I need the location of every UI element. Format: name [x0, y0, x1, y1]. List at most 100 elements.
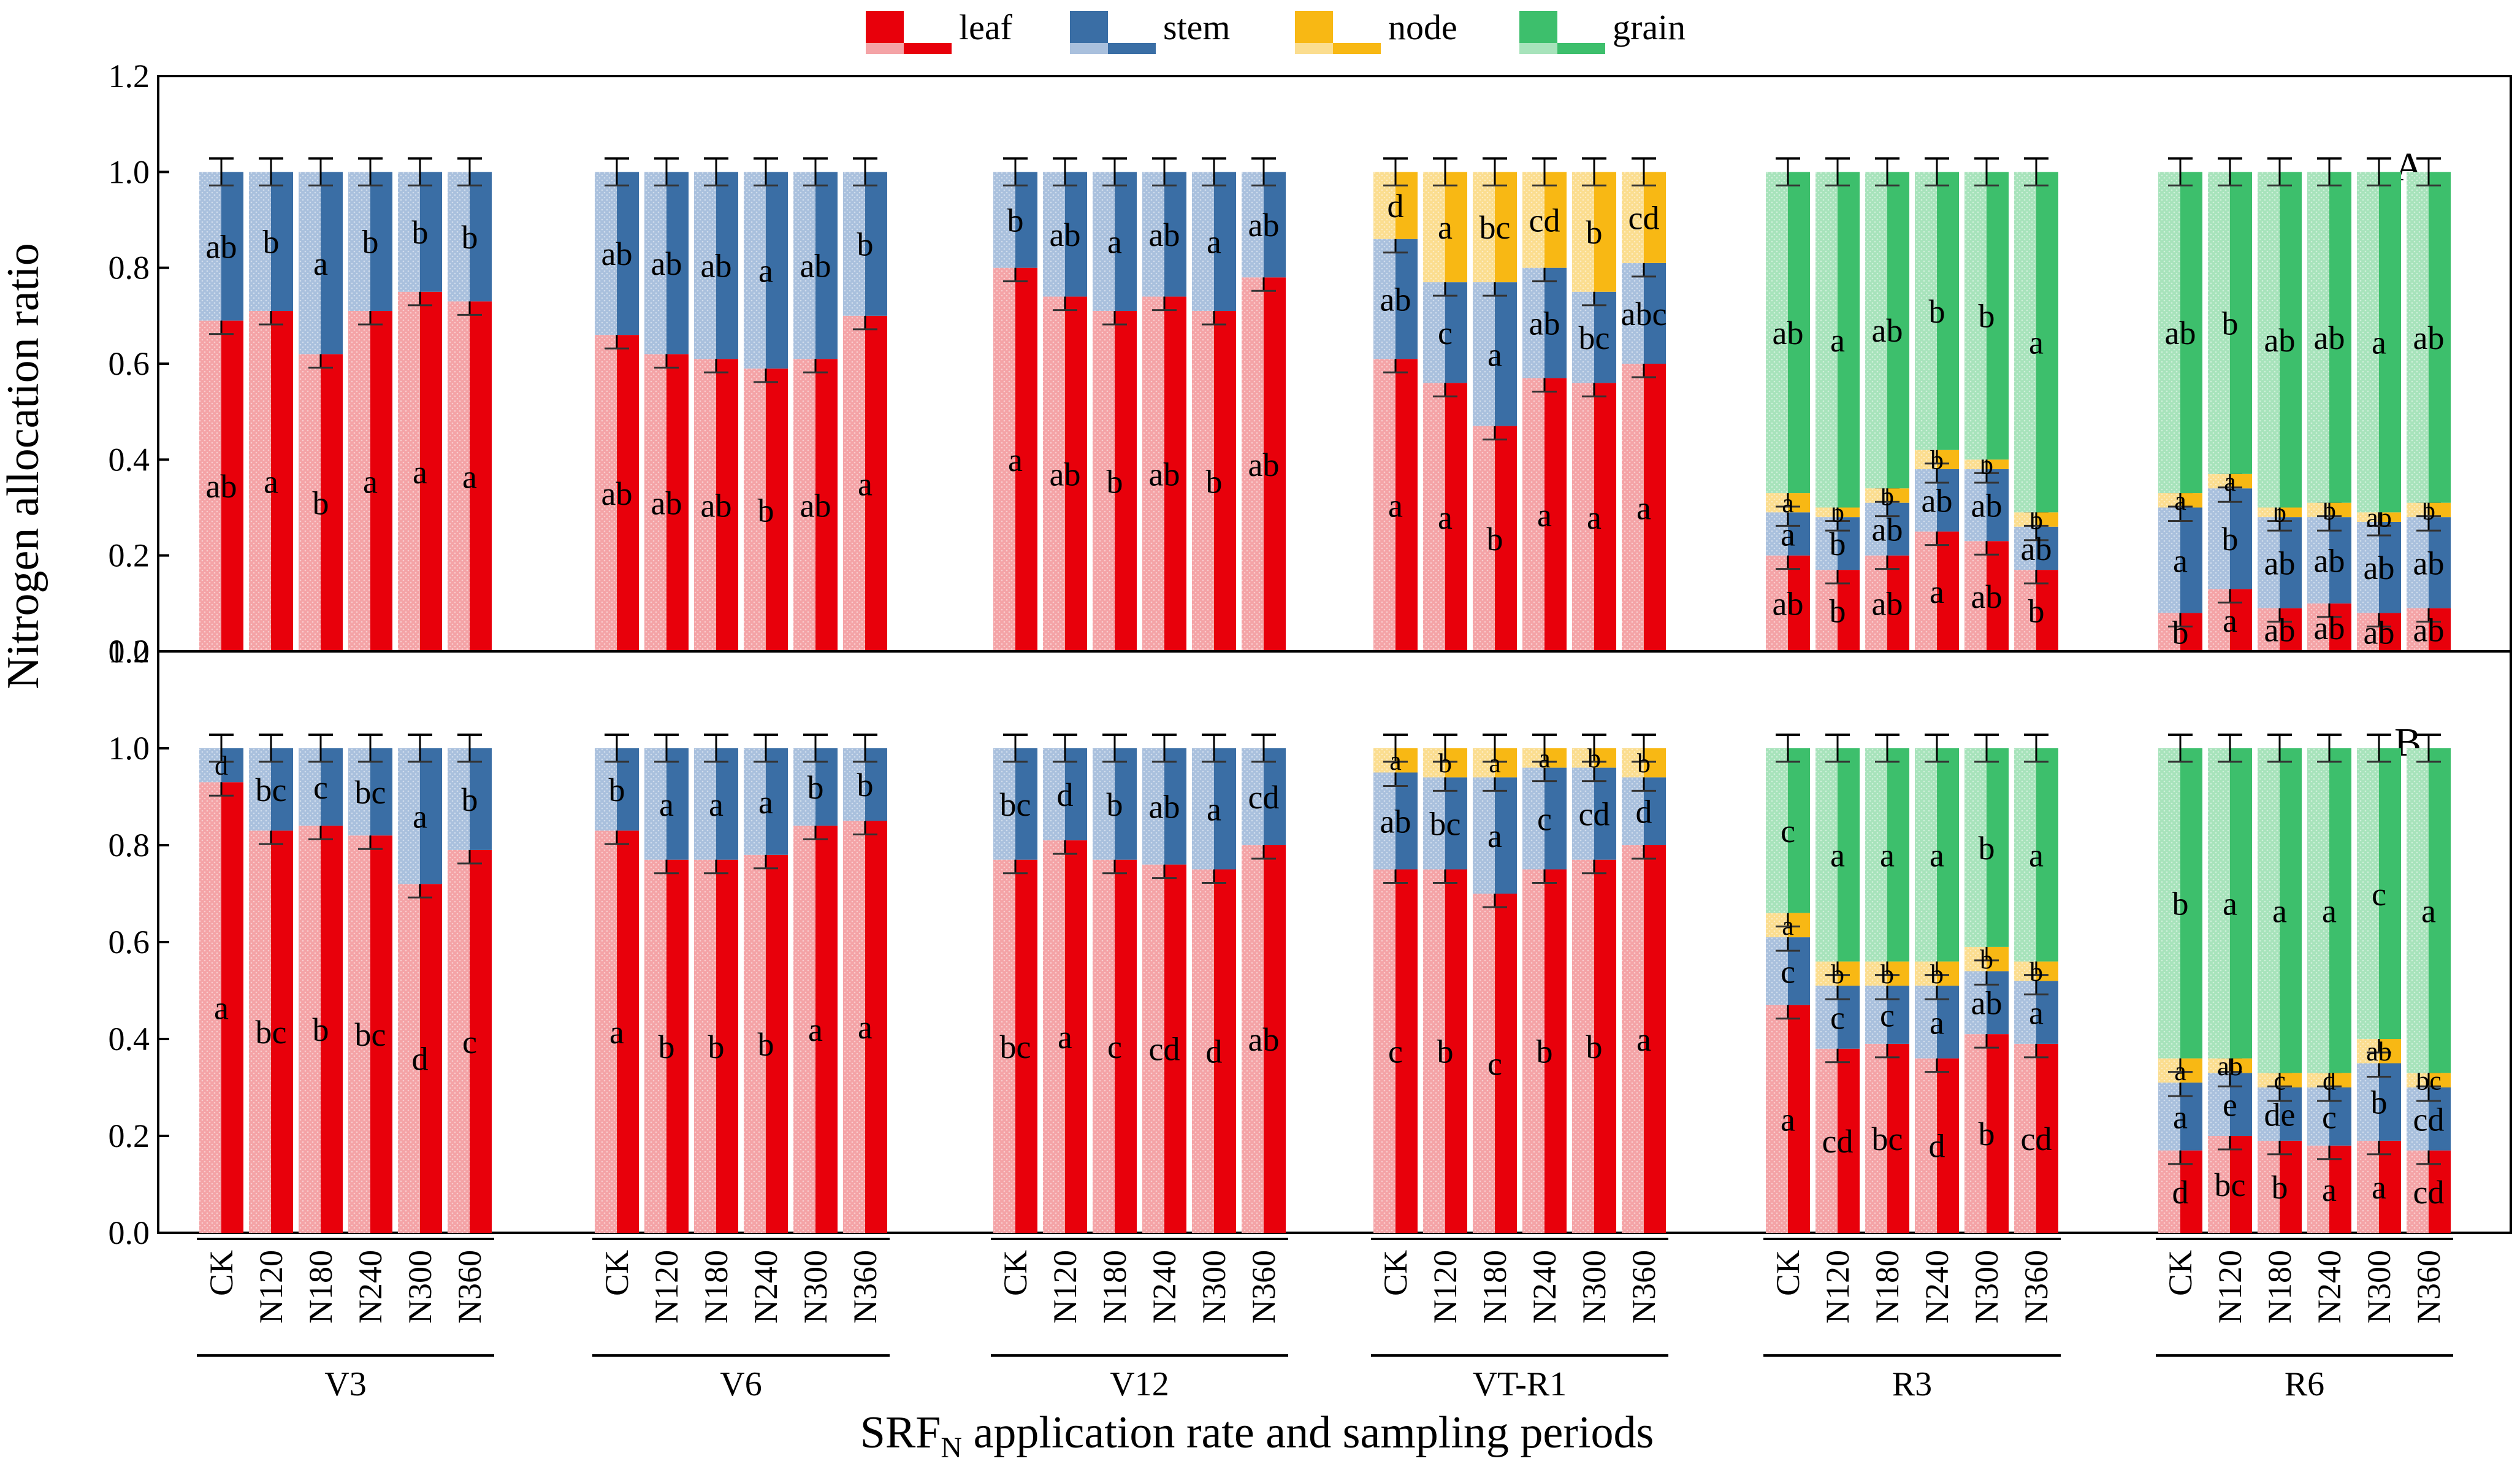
- bar-segment-leaf-texture: [1242, 277, 1264, 651]
- bar-segment-leaf: [2280, 1140, 2302, 1233]
- bar-segment-stem: [2280, 1087, 2302, 1141]
- bar-segment-leaf: [321, 826, 343, 1233]
- significance-letter-stem: a: [2029, 994, 2044, 1031]
- error-bar-grain: [1925, 157, 1949, 186]
- bar-segment-leaf-texture: [1964, 541, 1987, 651]
- bar-segment-leaf: [1015, 859, 1037, 1233]
- bar-segment-grain: [1788, 172, 1810, 494]
- significance-letter-leaf: d: [1206, 1033, 1223, 1070]
- significance-letter-leaf: a: [1930, 573, 1944, 610]
- bar-segment-node-texture: [2357, 1039, 2379, 1064]
- bar-segment-grain: [1987, 748, 2009, 947]
- y-tick-label: 0.0: [109, 1214, 150, 1251]
- error-bar-grain: [1776, 157, 1800, 186]
- bar-V6-N240: ba: [744, 157, 788, 651]
- significance-letter-grain: ab: [2413, 320, 2445, 356]
- error-bar-stem: [754, 157, 778, 186]
- significance-letter-stem: c: [1880, 997, 1895, 1033]
- bar-segment-stem-texture: [644, 172, 666, 355]
- error-bar-stem: [259, 734, 283, 763]
- significance-letter-leaf: a: [1008, 442, 1023, 478]
- bar-segment-leaf-texture: [2407, 608, 2429, 651]
- bar-segment-node-texture: [2407, 1073, 2429, 1087]
- bar-segment-stem-texture: [1423, 282, 1445, 383]
- bar-R3-N240: a ab b b: [1915, 157, 1959, 651]
- x-axis-label-main: SRF: [860, 1408, 941, 1458]
- significance-letter-grain: a: [2372, 324, 2386, 361]
- bar-segment-node-texture: [2307, 502, 2329, 518]
- bar-segment-stem-texture: [2258, 1087, 2280, 1141]
- bar-segment-stem: [2036, 981, 2058, 1044]
- bar-segment-leaf: [1396, 359, 1418, 651]
- error-bar-grain: [1776, 734, 1800, 763]
- bar-segment-stem: [716, 748, 738, 860]
- bar-segment-leaf-texture: [1192, 311, 1214, 651]
- legend-item-leaf: leaf: [866, 7, 1013, 54]
- bar-segment-leaf-texture: [843, 315, 865, 651]
- bar-segment-stem-texture: [1093, 748, 1115, 860]
- bar-segment-stem-texture: [595, 172, 617, 335]
- bar-segment-leaf-texture: [595, 335, 617, 651]
- bar-V3-N360: cb: [448, 734, 492, 1233]
- bar-segment-leaf: [2329, 1145, 2351, 1233]
- bar-segment-leaf: [1115, 311, 1137, 651]
- bar-segment-stem-texture: [1242, 172, 1264, 278]
- bar-segment-leaf-texture: [1043, 296, 1065, 652]
- treatment-label-N240: N240: [352, 1250, 389, 1324]
- significance-letter-leaf: d: [2172, 1174, 2189, 1211]
- error-bar-stem: [457, 734, 482, 763]
- significance-letter-node: b: [2323, 496, 2336, 526]
- bar-segment-stem: [321, 172, 343, 355]
- bar-segment-leaf-texture: [993, 267, 1015, 652]
- bar-segment-stem: [1495, 282, 1517, 426]
- bar-segment-leaf: [1015, 267, 1037, 652]
- error-bar-stem: [1251, 734, 1276, 763]
- y-tick-label: 0.6: [109, 345, 150, 382]
- bar-segment-grain: [1987, 172, 2009, 460]
- y-tick-label: 0.8: [109, 827, 150, 864]
- legend-label-node: node: [1388, 7, 1457, 47]
- period-label-R3: R3: [1892, 1365, 1932, 1403]
- significance-letter-stem: b: [412, 214, 429, 251]
- bar-segment-leaf-texture: [1522, 378, 1544, 651]
- bar-segment-stem-texture: [843, 748, 865, 821]
- error-bar-grain: [1974, 157, 1999, 186]
- bar-segment-grain: [2180, 748, 2202, 1059]
- bar-segment-stem: [470, 748, 492, 850]
- significance-letter-stem: ab: [2364, 550, 2395, 586]
- bar-segment-node-texture: [2357, 512, 2379, 522]
- bar-segment-leaf: [1937, 531, 1959, 651]
- error-bar-stem: [1251, 157, 1276, 186]
- significance-letter-leaf: a: [2372, 1169, 2386, 1206]
- significance-letter-grain: a: [1830, 837, 1845, 874]
- bar-segment-stem-texture: [2208, 488, 2230, 589]
- significance-letter-stem: ab: [1380, 803, 1411, 840]
- bar-segment-stem: [1838, 517, 1860, 570]
- bar-segment-node-texture: [1373, 172, 1396, 239]
- treatment-label-N300: N300: [2361, 1250, 2397, 1324]
- error-bar-stem: [408, 157, 432, 186]
- significance-letter-grain: a: [2272, 893, 2287, 930]
- significance-letter-leaf: ab: [2364, 615, 2395, 651]
- bar-segment-leaf: [221, 782, 243, 1233]
- bar-segment-stem: [221, 172, 243, 321]
- bar-segment-node-texture: [2208, 1058, 2230, 1073]
- significance-letter-leaf: d: [412, 1041, 429, 1078]
- bar-segment-leaf: [420, 884, 442, 1233]
- bar-segment-leaf-texture: [1865, 1043, 1887, 1233]
- error-bar-node: [1433, 157, 1457, 186]
- treatment-label-N240: N240: [1919, 1250, 1955, 1324]
- bar-segment-leaf: [2180, 613, 2202, 651]
- error-bar-stem: [408, 734, 432, 763]
- significance-letter-stem: b: [263, 224, 280, 261]
- error-bar-grain: [1825, 157, 1850, 186]
- bar-segment-leaf-texture: [793, 359, 815, 651]
- bar-segment-node: [2036, 961, 2058, 981]
- bar-segment-stem: [1937, 469, 1959, 532]
- bar-segment-leaf: [1987, 1034, 2009, 1233]
- significance-letter-node: d: [2323, 1066, 2336, 1096]
- error-bar-grain: [1974, 734, 1999, 763]
- bar-segment-leaf-texture: [694, 359, 716, 651]
- bar-segment-stem: [2180, 507, 2202, 613]
